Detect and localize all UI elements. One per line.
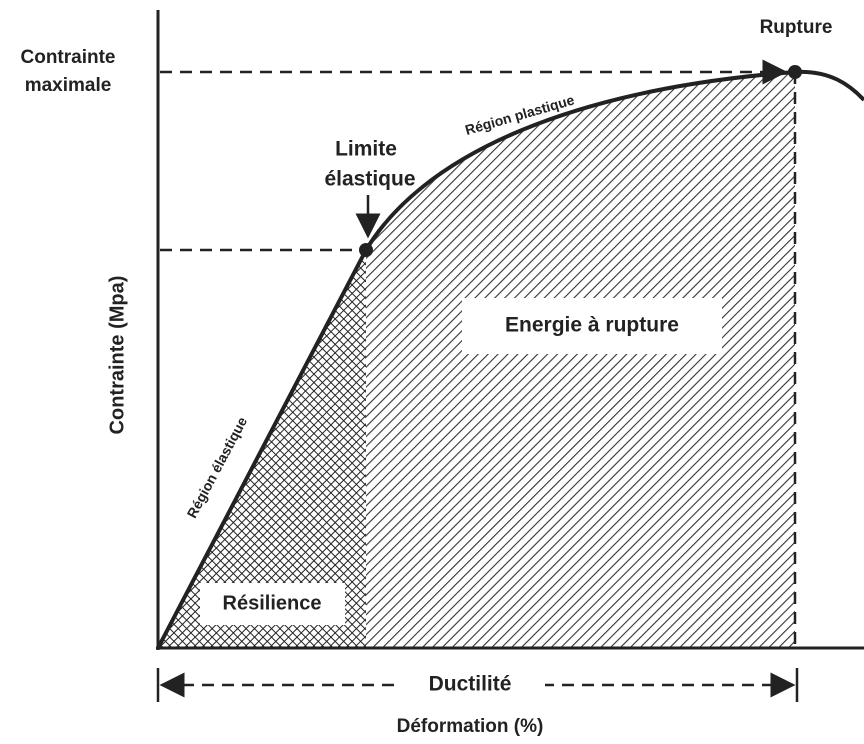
elastic-point — [359, 243, 373, 257]
label-box — [395, 666, 545, 704]
stress-curve — [156, 69, 864, 649]
label: Contrainte — [21, 47, 116, 68]
axis-title: Déformation (%) — [397, 716, 544, 737]
label-box — [200, 583, 345, 625]
energy-area — [366, 72, 795, 648]
axis-title: Contrainte (Mpa) — [106, 276, 128, 435]
label: Résilience — [223, 592, 322, 614]
rupture-point — [788, 65, 802, 79]
label: Ductilité — [429, 673, 512, 696]
label: maximale — [25, 75, 112, 96]
label: Rupture — [760, 17, 833, 38]
label: Limite — [335, 138, 397, 161]
label-box — [462, 298, 722, 354]
label: élastique — [324, 168, 415, 191]
label: Energie à rupture — [505, 314, 679, 337]
